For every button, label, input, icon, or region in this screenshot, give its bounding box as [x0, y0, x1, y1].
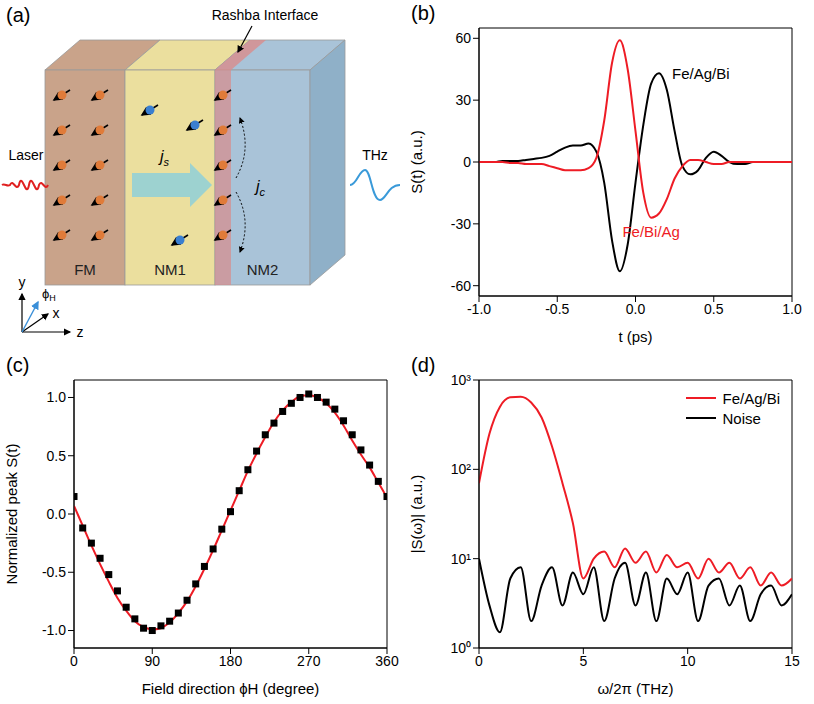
svg-text:ω/2π (THz): ω/2π (THz) [597, 680, 673, 697]
svg-text:S(t) (a.u.): S(t) (a.u.) [408, 130, 425, 193]
svg-text:0: 0 [475, 653, 483, 669]
svg-text:60: 60 [455, 30, 471, 46]
html-text:(b): (b) [411, 2, 436, 24]
svg-text:THz: THz [362, 147, 388, 163]
svg-text:ϕH: ϕH [42, 286, 56, 303]
svg-text:-1.0: -1.0 [467, 301, 491, 317]
svg-text:1.0: 1.0 [47, 389, 67, 405]
svg-text:|S(ω)| (a.u.): |S(ω)| (a.u.) [408, 475, 425, 554]
html-text:(c): (c) [6, 354, 30, 376]
svg-text:NM2: NM2 [247, 261, 279, 278]
svg-text:NM1: NM1 [154, 261, 186, 278]
svg-text:x: x [53, 305, 60, 321]
svg-text:0: 0 [70, 653, 78, 669]
svg-text:15: 15 [784, 653, 800, 669]
svg-text:0.5: 0.5 [704, 301, 724, 317]
svg-text:z: z [77, 324, 84, 340]
svg-text:270: 270 [297, 653, 321, 669]
svg-text:180: 180 [219, 653, 243, 669]
svg-text:10²: 10² [451, 461, 472, 477]
svg-text:1.0: 1.0 [782, 301, 802, 317]
svg-text:5: 5 [579, 653, 587, 669]
svg-text:(a): (a) [6, 4, 30, 26]
html-text:(d): (d) [411, 354, 436, 376]
svg-text:-0.5: -0.5 [42, 564, 66, 580]
svg-text:10¹: 10¹ [451, 551, 472, 567]
svg-text:90: 90 [144, 653, 160, 669]
svg-text:360: 360 [375, 653, 399, 669]
svg-text:Laser: Laser [8, 147, 43, 163]
svg-text:Normalized peak S(t): Normalized peak S(t) [3, 444, 20, 585]
html-text:Fe/Ag/Bi: Fe/Ag/Bi [722, 389, 780, 407]
svg-text:0.5: 0.5 [47, 448, 67, 464]
svg-text:Field direction ϕH (degree): Field direction ϕH (degree) [142, 680, 320, 697]
svg-text:30: 30 [455, 92, 471, 108]
svg-text:Rashba Interface: Rashba Interface [212, 7, 319, 23]
svg-text:-30: -30 [451, 216, 471, 232]
svg-text:0.0: 0.0 [626, 301, 646, 317]
svg-text:0.0: 0.0 [47, 506, 67, 522]
svg-text:t (ps): t (ps) [618, 328, 652, 345]
svg-text:-60: -60 [451, 278, 471, 294]
svg-text:FM: FM [74, 261, 96, 278]
svg-text:10: 10 [680, 653, 696, 669]
svg-text:jc: jc [254, 178, 266, 198]
svg-text:Fe/Ag/Bi: Fe/Ag/Bi [672, 65, 730, 82]
html-text:Noise: Noise [722, 409, 761, 427]
svg-text:10⁰: 10⁰ [450, 640, 471, 656]
svg-text:Fe/Bi/Ag: Fe/Bi/Ag [622, 223, 680, 240]
svg-text:-1.0: -1.0 [42, 622, 66, 638]
svg-text:10³: 10³ [451, 372, 472, 388]
svg-text:js: js [158, 148, 170, 168]
svg-text:-0.5: -0.5 [545, 301, 569, 317]
svg-text:y: y [19, 274, 26, 290]
svg-text:0: 0 [463, 154, 471, 170]
